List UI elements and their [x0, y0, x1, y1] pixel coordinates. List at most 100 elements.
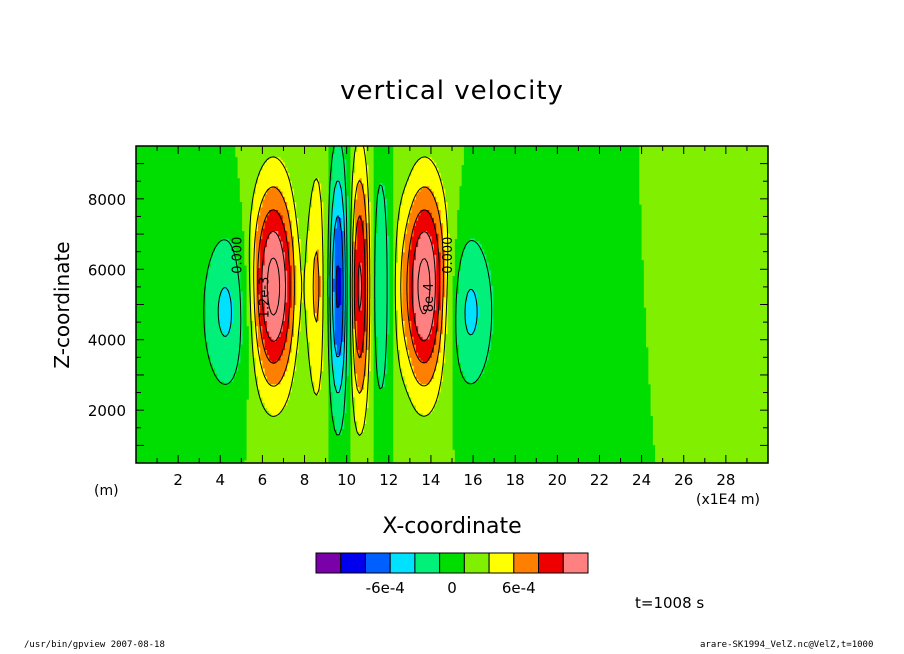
level-cell	[652, 423, 769, 427]
level-cell	[260, 296, 263, 300]
level-cell	[370, 246, 374, 250]
level-cell	[467, 241, 480, 245]
level-cell	[278, 230, 288, 234]
level-cell	[445, 357, 453, 361]
level-cell	[300, 264, 306, 269]
level-cell	[305, 299, 315, 303]
level-cell	[420, 333, 431, 337]
level-cell	[350, 460, 374, 464]
level-cell	[233, 320, 243, 324]
level-cell	[260, 251, 266, 255]
level-cell	[438, 317, 444, 321]
level-cell	[354, 256, 367, 261]
level-cell	[395, 262, 403, 266]
level-cell	[300, 251, 309, 255]
level-cell	[260, 241, 268, 245]
level-cell	[359, 288, 363, 292]
level-cell	[402, 293, 410, 298]
level-cell	[280, 330, 288, 335]
level-cell	[370, 251, 374, 255]
level-cell	[332, 317, 336, 321]
level-cell	[260, 349, 268, 353]
level-cell	[350, 219, 354, 224]
level-cell	[318, 307, 324, 311]
level-cell	[352, 188, 358, 192]
level-cell	[427, 230, 437, 234]
level-cell	[262, 288, 288, 292]
level-cell	[350, 156, 356, 160]
level-cell	[377, 212, 388, 216]
level-cell	[323, 204, 329, 208]
level-cell	[368, 333, 372, 337]
level-cell	[456, 312, 467, 316]
level-cell	[366, 322, 370, 327]
level-cell	[219, 299, 234, 303]
level-cell	[418, 190, 435, 195]
level-cell	[368, 402, 374, 406]
level-cell	[262, 164, 286, 168]
level-cell	[393, 338, 399, 343]
level-cell	[370, 256, 374, 261]
level-cell	[287, 402, 329, 406]
level-cell	[395, 291, 403, 295]
level-cell	[393, 214, 401, 218]
level-cell	[262, 283, 288, 287]
level-cell	[449, 270, 455, 274]
level-cell	[393, 164, 415, 168]
level-cell	[393, 148, 464, 152]
level-cell	[291, 338, 300, 343]
level-cell	[445, 349, 453, 353]
level-cell	[343, 338, 347, 343]
level-cell	[278, 412, 329, 417]
level-cell	[370, 341, 374, 345]
level-cell	[397, 330, 406, 335]
level-cell	[393, 264, 397, 269]
level-cell	[458, 349, 489, 353]
level-cell	[246, 447, 329, 451]
level-cell	[255, 230, 263, 234]
contour-line	[253, 179, 444, 394]
level-cell	[298, 330, 309, 335]
level-cell	[429, 357, 440, 361]
level-cell	[334, 146, 345, 150]
level-cell	[449, 246, 455, 250]
level-cell	[289, 172, 329, 176]
level-cell	[420, 235, 433, 240]
level-cell	[219, 307, 234, 311]
level-cell	[641, 230, 769, 234]
level-cell	[305, 291, 315, 295]
level-cell	[406, 230, 415, 234]
level-cell	[433, 246, 440, 250]
level-cell	[260, 172, 291, 176]
level-cell	[641, 204, 769, 208]
level-cell	[639, 167, 769, 171]
level-cell	[411, 235, 421, 240]
level-cell	[287, 167, 329, 171]
level-cell	[323, 243, 329, 247]
level-cell	[219, 378, 234, 382]
level-cell	[251, 249, 257, 253]
level-cell	[244, 262, 252, 266]
level-cell	[379, 381, 385, 385]
level-cell	[438, 238, 444, 242]
level-cell	[321, 283, 324, 287]
level-cell	[461, 362, 487, 366]
level-cell	[404, 233, 415, 237]
level-cell	[354, 333, 358, 337]
level-cell	[282, 349, 293, 353]
level-cell	[393, 293, 397, 298]
level-cell	[296, 201, 313, 205]
level-cell	[323, 336, 329, 340]
level-cell	[205, 333, 227, 337]
level-cell	[641, 217, 769, 221]
level-cell	[350, 177, 354, 181]
level-cell	[237, 175, 259, 179]
level-cell	[350, 307, 354, 311]
level-cell	[314, 272, 320, 277]
level-cell	[440, 386, 453, 390]
level-cell	[395, 283, 403, 287]
level-cell	[253, 198, 263, 203]
colorbar-swatch	[439, 552, 465, 574]
level-cell	[246, 288, 252, 292]
level-cell	[413, 301, 437, 306]
